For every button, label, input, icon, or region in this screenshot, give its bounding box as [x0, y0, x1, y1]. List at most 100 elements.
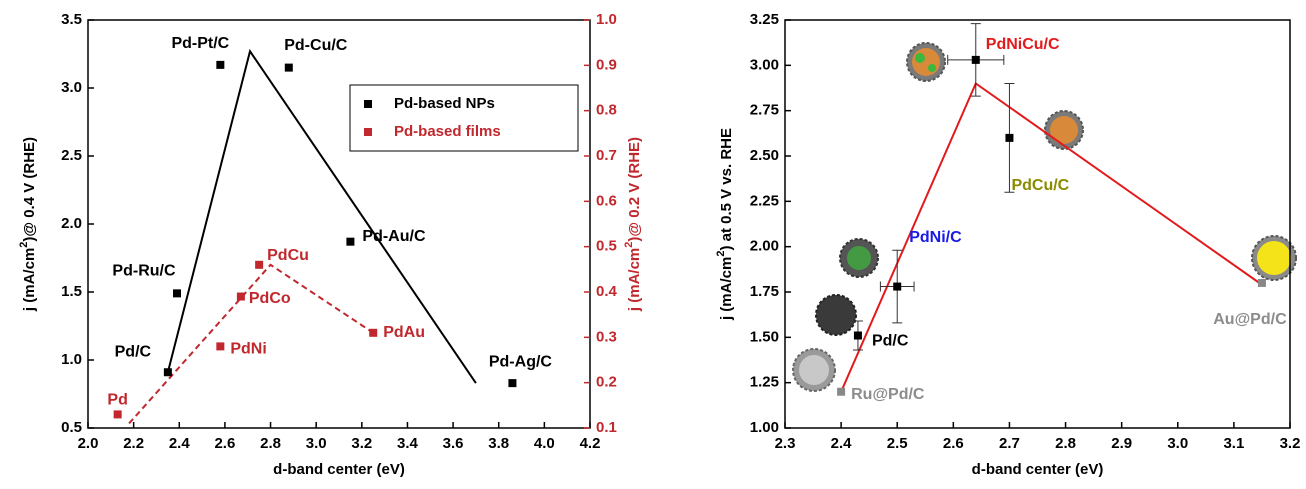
x-tick-label: 2.5: [887, 435, 908, 452]
y-tick-label: 1.5: [61, 283, 82, 300]
particle-core: [1257, 241, 1291, 275]
axis-label: j (mA/cm2) at 0.5 V vs. RHE: [715, 128, 735, 321]
y2-tick-label: 1.0: [596, 11, 617, 28]
figure: 2.02.22.42.62.83.03.23.43.63.84.04.20.51…: [0, 0, 1306, 489]
point-label: Pd-Au/C: [362, 228, 426, 245]
data-point: [1258, 279, 1266, 287]
nanoparticle-icons: [793, 43, 1296, 391]
data-point: [854, 332, 862, 340]
point-label: PdCu/C: [1011, 177, 1069, 194]
y2-tick-label: 0.1: [596, 419, 617, 436]
data-point: [837, 388, 845, 396]
label-part: j (mA/cm: [626, 248, 643, 312]
x-tick-label: 3.1: [1223, 435, 1244, 452]
legend-marker: [364, 100, 372, 108]
particle-core: [847, 246, 871, 270]
y-tick-label: 1.25: [750, 374, 779, 391]
y2-tick-label: 0.5: [596, 238, 617, 255]
x-tick-label: 3.4: [397, 435, 419, 452]
y2-tick-label: 0.9: [596, 56, 617, 73]
y-tick-label: 2.75: [750, 102, 779, 119]
axis-label: j (mA/cm2)@ 0.2 V (RHE): [623, 137, 643, 312]
point-label: PdCu: [267, 247, 309, 264]
y2-tick-label: 0.6: [596, 192, 617, 209]
y-tick-label: 0.5: [61, 419, 82, 436]
y-tick-label: 3.5: [61, 11, 82, 28]
x-tick-label: 3.0: [1167, 435, 1188, 452]
x-tick-label: 2.4: [831, 435, 853, 452]
data-point: [255, 261, 263, 269]
data-point: [216, 61, 224, 69]
legend-marker: [364, 128, 372, 136]
point-label: PdCo: [249, 290, 291, 307]
x-tick-label: 3.2: [351, 435, 372, 452]
y-tick-label: 2.00: [750, 238, 779, 255]
x-tick-label: 3.8: [488, 435, 509, 452]
label-part: j (mA/cm: [21, 248, 38, 312]
y-tick-label: 1.50: [750, 328, 779, 345]
x-tick-label: 2.8: [1055, 435, 1076, 452]
y-tick-label: 1.75: [750, 283, 779, 300]
x-tick-label: 2.6: [214, 435, 235, 452]
point-label: PdNiCu/C: [986, 36, 1060, 53]
point-label: Pd-Pt/C: [171, 35, 229, 52]
x-tick-label: 2.6: [943, 435, 964, 452]
point-label: Pd: [107, 392, 127, 409]
point-label: Au@Pd/C: [1213, 311, 1287, 328]
data-point: [972, 56, 980, 64]
point-label: PdAu: [383, 324, 425, 341]
y-tick-label: 1.00: [750, 419, 779, 436]
point-label: Pd/C: [115, 343, 152, 360]
data-point: [893, 283, 901, 291]
particle-dot: [928, 64, 936, 72]
data-point: [369, 329, 377, 337]
particle-core: [799, 355, 829, 385]
y-tick-label: 3.25: [750, 11, 779, 28]
particle-icon: [816, 295, 856, 335]
legend-label: Pd-based NPs: [394, 95, 495, 112]
particle-dot: [915, 53, 925, 63]
data-point: [346, 238, 354, 246]
point-label: Ru@Pd/C: [851, 386, 925, 403]
y-tick-label: 2.50: [750, 147, 779, 164]
y2-tick-label: 0.2: [596, 374, 617, 391]
y-tick-label: 2.0: [61, 215, 82, 232]
x-tick-label: 2.4: [169, 435, 191, 452]
x-axis-label: d-band center (eV): [273, 461, 405, 478]
data-point: [237, 293, 245, 301]
legend-label: Pd-based films: [394, 123, 501, 140]
y2-tick-label: 0.8: [596, 102, 617, 119]
x-tick-label: 2.0: [78, 435, 99, 452]
y2-tick-label: 0.7: [596, 147, 617, 164]
data-point: [114, 410, 122, 418]
x-tick-label: 2.3: [775, 435, 796, 452]
data-point: [164, 368, 172, 376]
point-label: Pd/C: [872, 333, 909, 350]
x-tick-label: 2.7: [999, 435, 1020, 452]
point-label: PdNi/C: [909, 229, 962, 246]
data-point: [216, 342, 224, 350]
y-tick-label: 2.5: [61, 147, 82, 164]
point-label: Pd-Ag/C: [489, 353, 553, 370]
x-tick-label: 3.2: [1280, 435, 1301, 452]
x-tick-label: 2.2: [123, 435, 144, 452]
y2-tick-label: 0.3: [596, 328, 617, 345]
x-tick-label: 4.0: [534, 435, 555, 452]
x-tick-label: 3.6: [443, 435, 464, 452]
y-tick-label: 1.0: [61, 351, 82, 368]
label-part: )@ 0.2 V (RHE): [626, 137, 643, 242]
axis-label: j (mA/cm2)@ 0.4 V (RHE): [18, 137, 38, 312]
x-tick-label: 2.8: [260, 435, 281, 452]
label-part: j (mA/cm: [718, 257, 735, 321]
data-point: [173, 289, 181, 297]
y2-tick-label: 0.4: [596, 283, 618, 300]
label-part: ) at 0.5 V vs. RHE: [718, 128, 735, 251]
x-tick-label: 3.0: [306, 435, 327, 452]
data-point: [508, 379, 516, 387]
y-tick-label: 3.00: [750, 56, 779, 73]
point-label: PdNi: [230, 341, 266, 358]
x-axis-label: d-band center (eV): [972, 461, 1104, 478]
label-part: )@ 0.4 V (RHE): [21, 137, 38, 242]
y-tick-label: 2.25: [750, 192, 779, 209]
point-label: Pd-Cu/C: [284, 37, 348, 54]
